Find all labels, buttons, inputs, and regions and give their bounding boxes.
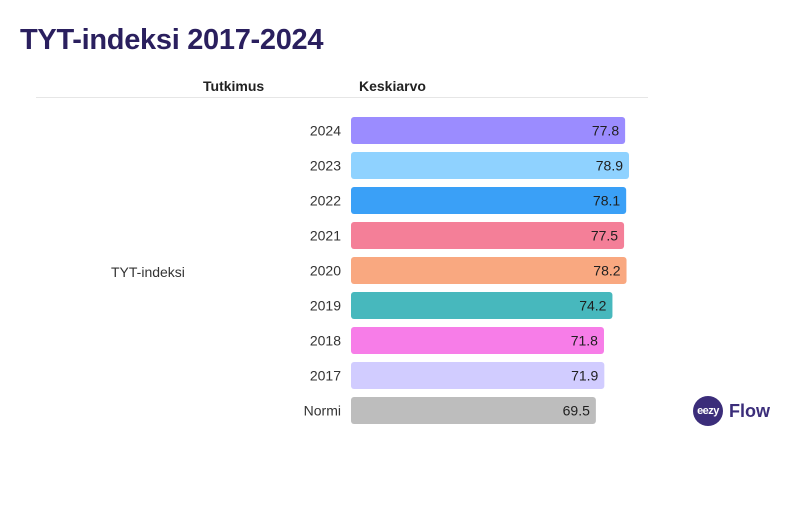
- value-label: 71.8: [571, 333, 598, 349]
- bar-2024: [351, 117, 626, 144]
- value-label: 77.5: [591, 228, 618, 244]
- category-label: 2018: [310, 333, 341, 349]
- category-label: 2020: [310, 263, 341, 279]
- bar-2018: [351, 327, 604, 354]
- value-label: 78.2: [593, 263, 620, 279]
- value-label: 77.8: [592, 123, 619, 139]
- column-header-mean: Keskiarvo: [359, 78, 426, 94]
- page-title: TYT-indeksi 2017-2024: [20, 24, 324, 56]
- category-label: 2022: [310, 193, 341, 209]
- category-label: 2024: [310, 123, 341, 139]
- category-label: 2019: [310, 298, 341, 314]
- bar-2017: [351, 362, 605, 389]
- bar-2023: [351, 152, 629, 179]
- value-label: 74.2: [579, 298, 606, 314]
- bar-2021: [351, 222, 625, 249]
- bar-2020: [351, 257, 627, 284]
- logo-mark: eezy: [693, 396, 723, 426]
- column-header-study: Tutkimus: [203, 78, 265, 94]
- bar-2022: [351, 187, 627, 214]
- header-divider: [36, 97, 648, 98]
- value-label: 78.9: [596, 158, 623, 174]
- bar-normi: [351, 397, 596, 424]
- category-label: 2017: [310, 368, 341, 384]
- group-label: TYT-indeksi: [111, 264, 185, 280]
- bar-2019: [351, 292, 613, 319]
- category-label: 2023: [310, 158, 341, 174]
- value-label: 69.5: [563, 403, 590, 419]
- category-label: 2021: [310, 228, 341, 244]
- value-label: 71.9: [571, 368, 598, 384]
- eezy-flow-logo: eezy Flow: [693, 396, 770, 426]
- category-label: Normi: [304, 403, 341, 419]
- logo-text: Flow: [729, 400, 770, 421]
- value-label: 78.1: [593, 193, 620, 209]
